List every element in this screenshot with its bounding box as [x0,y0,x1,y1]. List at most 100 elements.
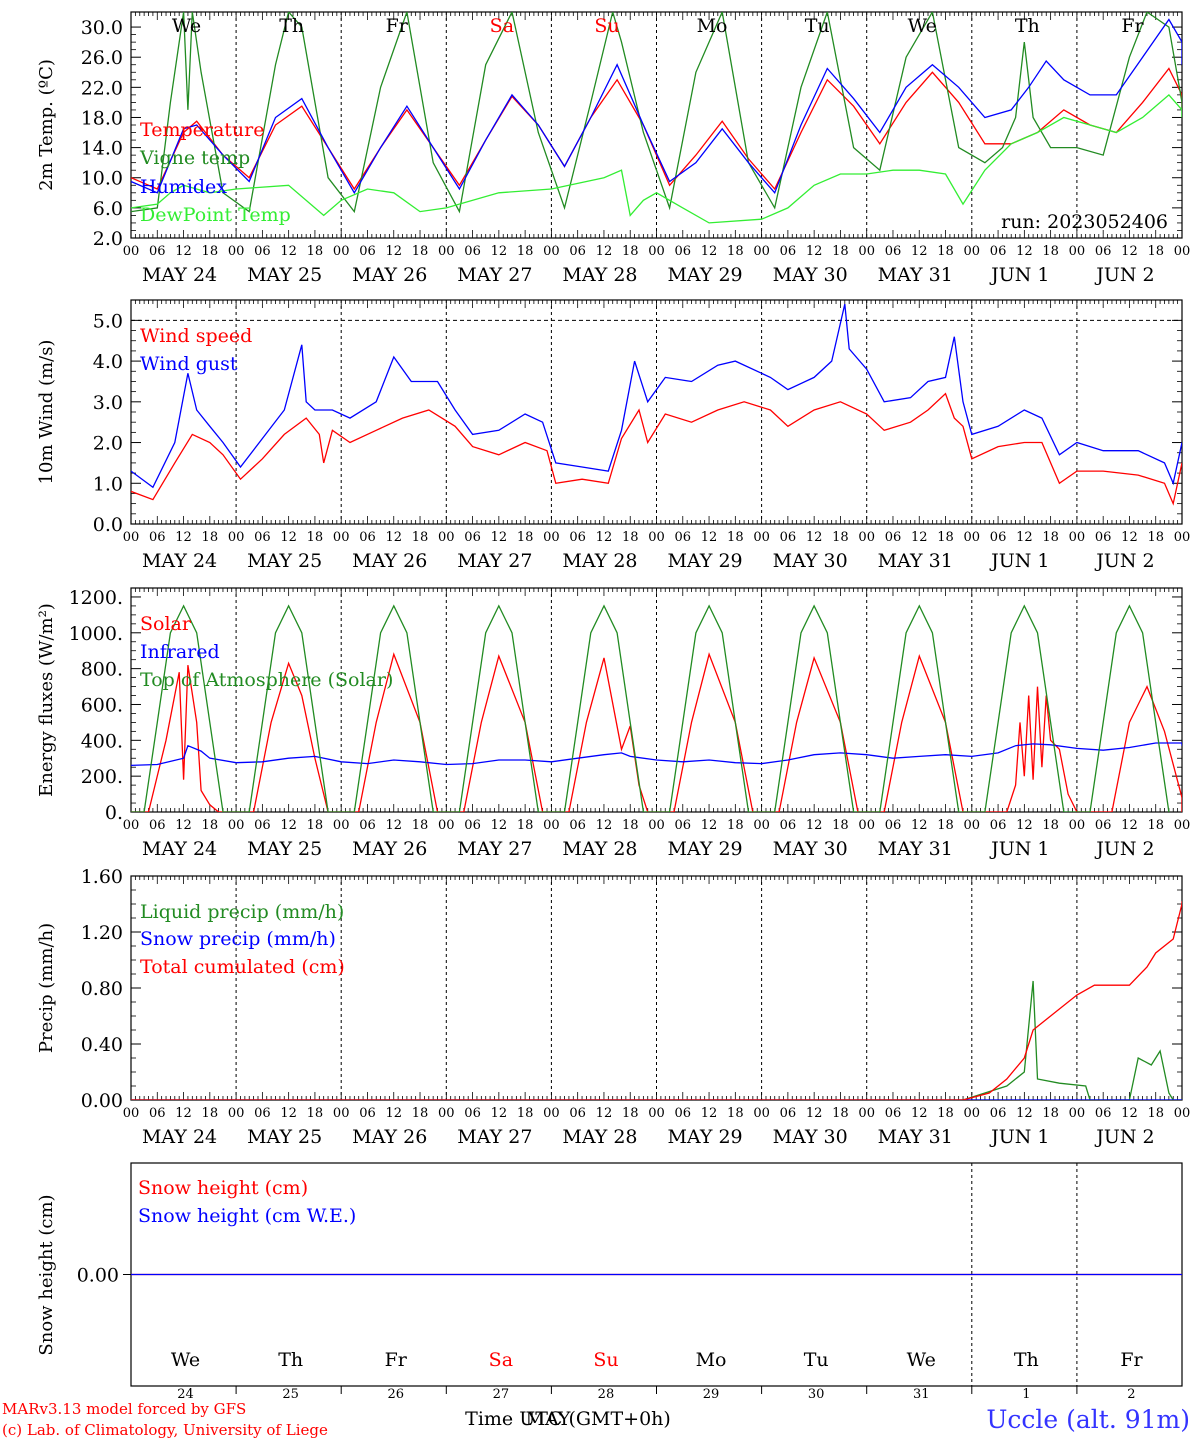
y-tick-label: 0.80 [81,978,123,1000]
day-number-label: 28 [598,1387,615,1402]
x-hour-label: 18 [307,818,324,833]
series-group [131,12,1182,224]
y-axis-label: Precip (mm/h) [36,923,57,1053]
day-name-label: Th [1014,1349,1039,1371]
x-hour-label: 18 [1042,818,1059,833]
x-hour-label: 00 [1069,1106,1086,1121]
x-hour-label: 06 [359,530,376,545]
series-line-total-cumulated-cm- [131,901,1182,1100]
y-tick-label: 800. [81,659,123,681]
panel-5: 0.00 Snow height (cm) Snow height (cm) Snow… [36,1162,1183,1402]
x-hour-label: 06 [885,244,902,259]
x-hour-label: 00 [123,244,140,259]
x-hour-label: 06 [149,244,166,259]
x-hour-label: 18 [727,818,744,833]
x-date-label: MAY 26 [352,264,427,286]
x-hour-label: 12 [701,818,718,833]
x-hour-label: 12 [1121,818,1138,833]
x-date-label: MAY 24 [142,838,217,860]
x-hour-label: 18 [622,1106,639,1121]
x-date-label: MAY 28 [562,1126,637,1148]
x-date-label: MAY 27 [457,550,532,572]
x-hour-label: 18 [1147,818,1164,833]
x-hour-label: 18 [1147,244,1164,259]
x-date-label: MAY 27 [457,264,532,286]
x-hour-label: 00 [858,244,875,259]
series-line-infrared [131,742,1182,767]
x-hour-label: 00 [543,530,560,545]
x-date-label: MAY 31 [878,550,953,572]
x-hour-label: 06 [990,818,1007,833]
panel-2: 0.0 1.0 2.0 3.0 4.0 5.0 10m Wind (m/s) Wind spe… [36,299,1191,572]
y-tick-label: 0.00 [81,1090,123,1112]
x-hour-label: 06 [780,244,797,259]
x-hour-label: 18 [727,244,744,259]
series-line-liquid-precip-mm-h- [131,980,1182,1100]
x-hour-label: 12 [1016,818,1033,833]
x-hour-label: 06 [254,818,271,833]
y-tick-label: 1200. [69,587,123,609]
x-hour-label: 12 [701,530,718,545]
series-line-wind-speed [131,392,1182,506]
x-hour-label: 18 [832,244,849,259]
x-hour-label: 12 [806,530,823,545]
x-date-label: MAY 26 [352,1126,427,1148]
day-name-label: Mo [696,1349,727,1371]
day-number-label: 29 [703,1387,720,1402]
x-hour-label: 12 [1121,1106,1138,1121]
legend-entry: Vigne temp [139,147,250,169]
x-hour-label: 00 [753,818,770,833]
x-date-label: JUN 2 [1094,264,1154,286]
legend-entry: Infrared [140,641,220,663]
x-date-label: MAY 24 [142,264,217,286]
x-hour-label: 12 [1016,530,1033,545]
x-hour-label: 06 [359,244,376,259]
x-hour-label: 06 [464,818,481,833]
day-name-label: We [908,15,937,37]
x-hour-label: 06 [1095,530,1112,545]
x-hour-label: 18 [412,1106,429,1121]
x-hour-label: 00 [333,530,350,545]
x-hour-label: 12 [175,530,192,545]
x-hour-label: 06 [569,1106,586,1121]
x-hour-label: 12 [385,818,402,833]
day-name-label: Th [1015,15,1040,37]
x-date-label: JUN 2 [1094,838,1154,860]
x-hour-label: 18 [1147,1106,1164,1121]
station-label: Uccle (alt. 91m) [986,1405,1190,1434]
x-hour-label: 18 [1042,530,1059,545]
y-tick-label: 4.0 [93,351,123,373]
x-hour-label: 00 [543,1106,560,1121]
x-hour-label: 00 [1174,818,1191,833]
series-line-top-of-atmosphere-solar- [131,604,1170,812]
y-tick-label: 2.0 [93,228,123,250]
day-number-label: 31 [913,1387,930,1402]
day-name-label: Th [278,1349,303,1371]
x-hour-label: 00 [123,530,140,545]
x-date-label: MAY 25 [247,550,322,572]
x-hour-label: 12 [596,1106,613,1121]
x-hour-label: 00 [858,818,875,833]
x-hour-label: 12 [1016,1106,1033,1121]
x-hour-label: 12 [911,1106,928,1121]
legend-entry: Snow height (cm W.E.) [138,1205,356,1227]
day-name-label: We [171,1349,200,1371]
run-annotation: run: 2023052406 [1001,211,1168,233]
x-date-label: MAY 28 [562,264,637,286]
x-hour-label: 06 [675,1106,692,1121]
x-hour-label: 00 [648,244,665,259]
footer: MARv3.13 model forced by GFS (c) Lab. of… [2,1400,1190,1439]
time-axis-month: MAY [526,1408,571,1430]
y-tick-label: 2.0 [93,433,123,455]
x-hour-label: 06 [990,1106,1007,1121]
legend-entry: Snow precip (mm/h) [140,928,336,950]
x-hour-label: 00 [753,244,770,259]
x-date-label: MAY 25 [247,838,322,860]
x-hour-label: 06 [780,530,797,545]
y-tick-label: 3.0 [93,392,123,414]
x-hour-label: 18 [622,818,639,833]
x-hour-label: 00 [1174,530,1191,545]
y-tick-label: 1.20 [81,922,123,944]
legend-entry: DewPoint Temp [140,204,291,226]
